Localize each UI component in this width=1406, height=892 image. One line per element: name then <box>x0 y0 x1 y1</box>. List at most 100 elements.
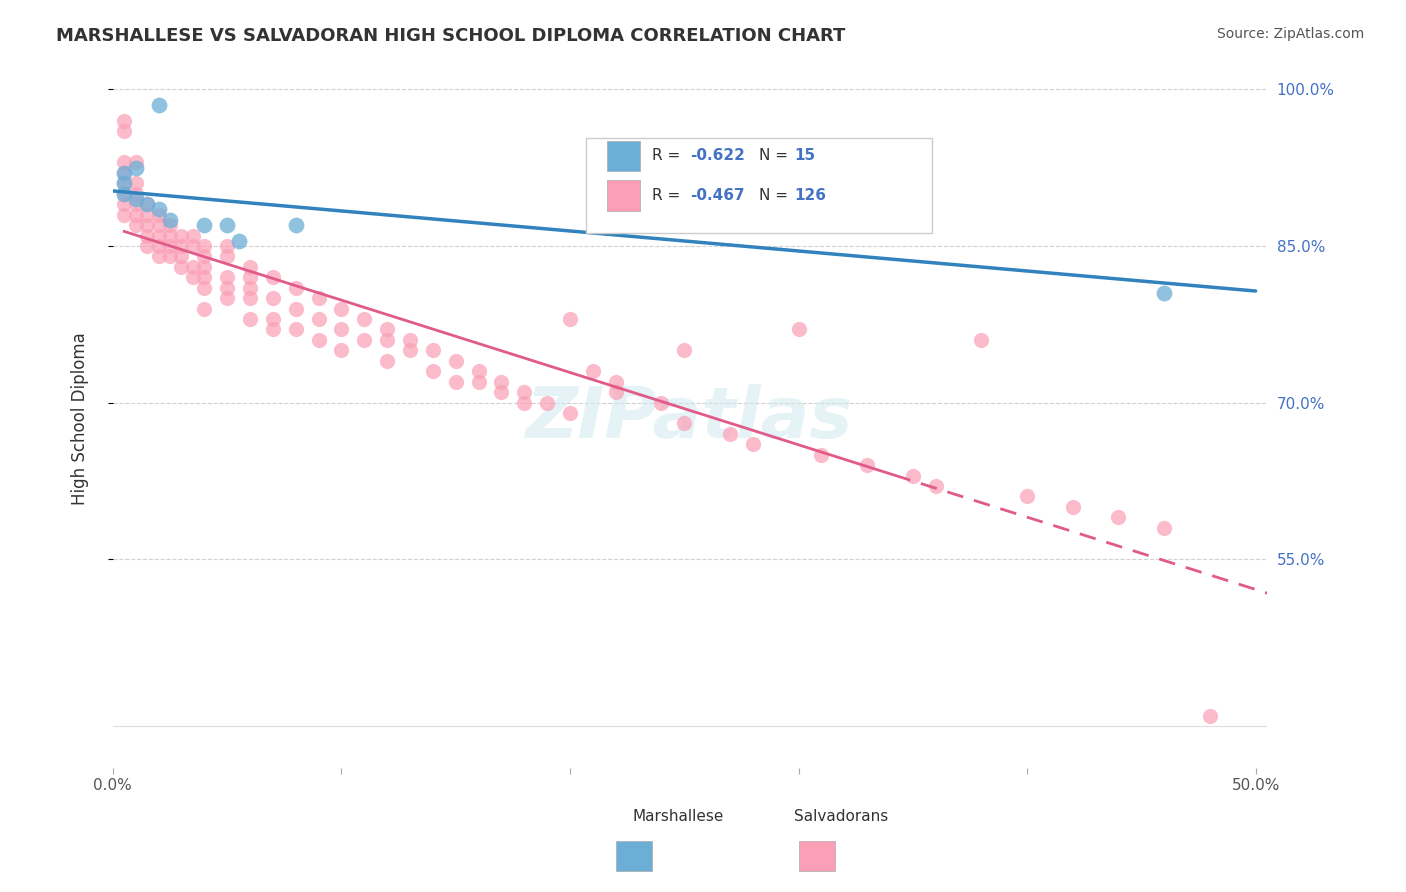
Point <box>467 375 489 389</box>
Point <box>112 197 135 211</box>
Point <box>217 218 239 232</box>
Point <box>422 343 444 358</box>
Point <box>262 270 284 285</box>
Point <box>170 249 193 263</box>
Point <box>181 228 204 243</box>
Point <box>181 239 204 253</box>
Text: Salvadorans: Salvadorans <box>794 809 889 824</box>
Point <box>239 260 262 274</box>
Point <box>112 186 135 201</box>
Text: ZIPatlas: ZIPatlas <box>526 384 853 453</box>
Text: -0.622: -0.622 <box>690 148 745 163</box>
Point <box>582 364 605 378</box>
Text: 15: 15 <box>794 148 815 163</box>
Point <box>136 197 159 211</box>
Point <box>375 322 398 336</box>
Point <box>353 312 375 326</box>
Point <box>125 208 148 222</box>
Point <box>1015 490 1038 504</box>
Point <box>491 385 513 400</box>
Point <box>125 155 148 169</box>
Point <box>217 291 239 305</box>
Point <box>112 124 135 138</box>
Point <box>1153 521 1175 535</box>
Point <box>112 166 135 180</box>
Point <box>1108 510 1130 524</box>
Point <box>125 192 148 206</box>
Point <box>536 395 558 409</box>
Point <box>330 301 353 316</box>
Point <box>148 218 170 232</box>
Point <box>650 395 672 409</box>
Text: Marshallese: Marshallese <box>633 809 724 824</box>
Point <box>856 458 879 473</box>
Point <box>444 353 467 368</box>
FancyBboxPatch shape <box>607 180 640 211</box>
Text: MARSHALLESE VS SALVADORAN HIGH SCHOOL DIPLOMA CORRELATION CHART: MARSHALLESE VS SALVADORAN HIGH SCHOOL DI… <box>56 27 845 45</box>
Text: R =: R = <box>652 148 685 163</box>
Point <box>125 186 148 201</box>
Point <box>125 218 148 232</box>
Point <box>444 375 467 389</box>
Point <box>308 333 330 347</box>
FancyBboxPatch shape <box>586 138 932 233</box>
Point <box>170 239 193 253</box>
Point <box>217 281 239 295</box>
Point <box>136 228 159 243</box>
Point <box>136 218 159 232</box>
Point <box>810 448 832 462</box>
Point <box>239 312 262 326</box>
Point <box>558 406 581 420</box>
Y-axis label: High School Diploma: High School Diploma <box>72 332 89 505</box>
Point <box>193 260 215 274</box>
Point <box>125 177 148 191</box>
Point <box>239 270 262 285</box>
Point <box>148 98 170 112</box>
Point <box>491 375 513 389</box>
Point <box>375 353 398 368</box>
Point <box>262 312 284 326</box>
Point <box>193 301 215 316</box>
Point <box>181 270 204 285</box>
Point <box>330 322 353 336</box>
Point <box>262 291 284 305</box>
Text: N =: N = <box>759 188 793 203</box>
Point <box>605 375 627 389</box>
Point <box>558 312 581 326</box>
Text: Source: ZipAtlas.com: Source: ZipAtlas.com <box>1216 27 1364 41</box>
Point <box>605 385 627 400</box>
Point <box>787 322 810 336</box>
Point <box>136 197 159 211</box>
Point <box>125 161 148 175</box>
Point <box>112 113 135 128</box>
Point <box>467 364 489 378</box>
Point <box>308 291 330 305</box>
Text: R =: R = <box>652 188 685 203</box>
Point <box>330 343 353 358</box>
Point <box>148 228 170 243</box>
Point <box>422 364 444 378</box>
Point <box>284 281 307 295</box>
Point <box>375 333 398 347</box>
Text: 126: 126 <box>794 188 825 203</box>
Point <box>112 177 135 191</box>
Text: N =: N = <box>759 148 793 163</box>
Point <box>787 213 810 227</box>
Point <box>718 426 741 441</box>
Point <box>217 270 239 285</box>
Point <box>924 479 946 493</box>
Point <box>159 249 181 263</box>
Point <box>284 218 307 232</box>
Point <box>170 260 193 274</box>
Point <box>217 249 239 263</box>
Point <box>159 228 181 243</box>
Point <box>239 281 262 295</box>
Point <box>228 234 250 248</box>
Point <box>970 333 993 347</box>
Point <box>284 322 307 336</box>
Point <box>741 437 763 451</box>
Point <box>112 166 135 180</box>
FancyBboxPatch shape <box>607 141 640 171</box>
Point <box>239 291 262 305</box>
Point <box>673 417 696 431</box>
